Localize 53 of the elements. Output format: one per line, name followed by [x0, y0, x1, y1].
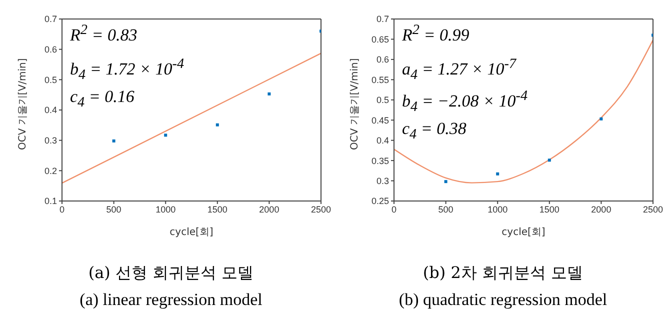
- point: [216, 123, 219, 126]
- annotation: a$_{4}$ = 1.27 × 10$^{-7}$: [402, 54, 518, 85]
- x-tick-label: 2000: [591, 204, 612, 214]
- y-tick-label: 0.65: [371, 34, 389, 44]
- x-tick-label: 500: [438, 204, 454, 214]
- y-tick-label: 0.4: [376, 136, 389, 146]
- text: (b) quadratic regression model: [398, 290, 608, 310]
- annotation: c$_{4}$ = 0.38: [402, 118, 468, 144]
- point: [164, 134, 168, 137]
- annotation: R$^{2}$ = 0.83: [70, 21, 138, 46]
- annotation: R$^{2}$ = 0.99: [402, 21, 470, 46]
- annotation: c$_{4}$ = 0.16: [70, 86, 136, 112]
- text: (a) 선형 회귀분석 모델: [87, 263, 255, 284]
- y-tick-label: 0.5: [44, 74, 57, 85]
- y-tick-label: 0.35: [371, 156, 389, 166]
- x-tick-label: 0: [59, 204, 65, 214]
- annotation: b$_{4}$ = 1.72 × 10$^{-4}$: [70, 54, 184, 85]
- x-tick-label: 0: [391, 204, 397, 214]
- x-tick-label: 1000: [156, 204, 176, 214]
- point: [112, 139, 116, 142]
- text: (a) linear regression model: [78, 290, 264, 310]
- y-tick-label: 0.7: [376, 14, 389, 24]
- point: [268, 92, 271, 96]
- point: [548, 158, 551, 162]
- x-axis-title: cycle[회]: [502, 227, 546, 238]
- point: [496, 172, 500, 176]
- text: (b) 2차 회귀분석 모델: [422, 263, 584, 284]
- y-tick-label: 0.25: [371, 196, 389, 206]
- y-tick-label: 0.3: [44, 136, 57, 146]
- x-tick-label: 1500: [539, 204, 560, 214]
- point: [600, 117, 603, 120]
- x-tick-label: 500: [106, 204, 122, 214]
- x-tick-label: 2500: [642, 204, 664, 214]
- y-tick-label: 0.6: [376, 54, 389, 65]
- point: [444, 180, 448, 184]
- y-tick-label: 0.3: [376, 176, 389, 186]
- y-tick-label: 0.5: [376, 95, 389, 106]
- x-tick-label: 2000: [259, 204, 280, 214]
- x-tick-label: 1500: [207, 204, 228, 214]
- x-tick-label: 2500: [310, 204, 332, 214]
- y-tick-label: 0.6: [44, 44, 57, 55]
- x-axis-title: cycle[회]: [170, 227, 214, 238]
- y-tick-label: 0.55: [371, 74, 389, 85]
- y-tick-label: 0.1: [44, 196, 57, 206]
- y-tick-label: 0.7: [44, 14, 57, 24]
- x-tick-label: 1000: [488, 204, 508, 214]
- y-tick-label: 0.45: [371, 115, 389, 126]
- line-series: [394, 39, 653, 184]
- y-axis-title: OCV 기울기[V/min]: [18, 58, 29, 150]
- y-tick-label: 0.2: [44, 166, 57, 176]
- y-axis-title: OCV 기울기[V/min]: [350, 58, 361, 150]
- annotation: b$_{4}$ = −2.08 × 10$^{-4}$: [402, 86, 528, 117]
- y-tick-label: 0.4: [44, 105, 57, 116]
